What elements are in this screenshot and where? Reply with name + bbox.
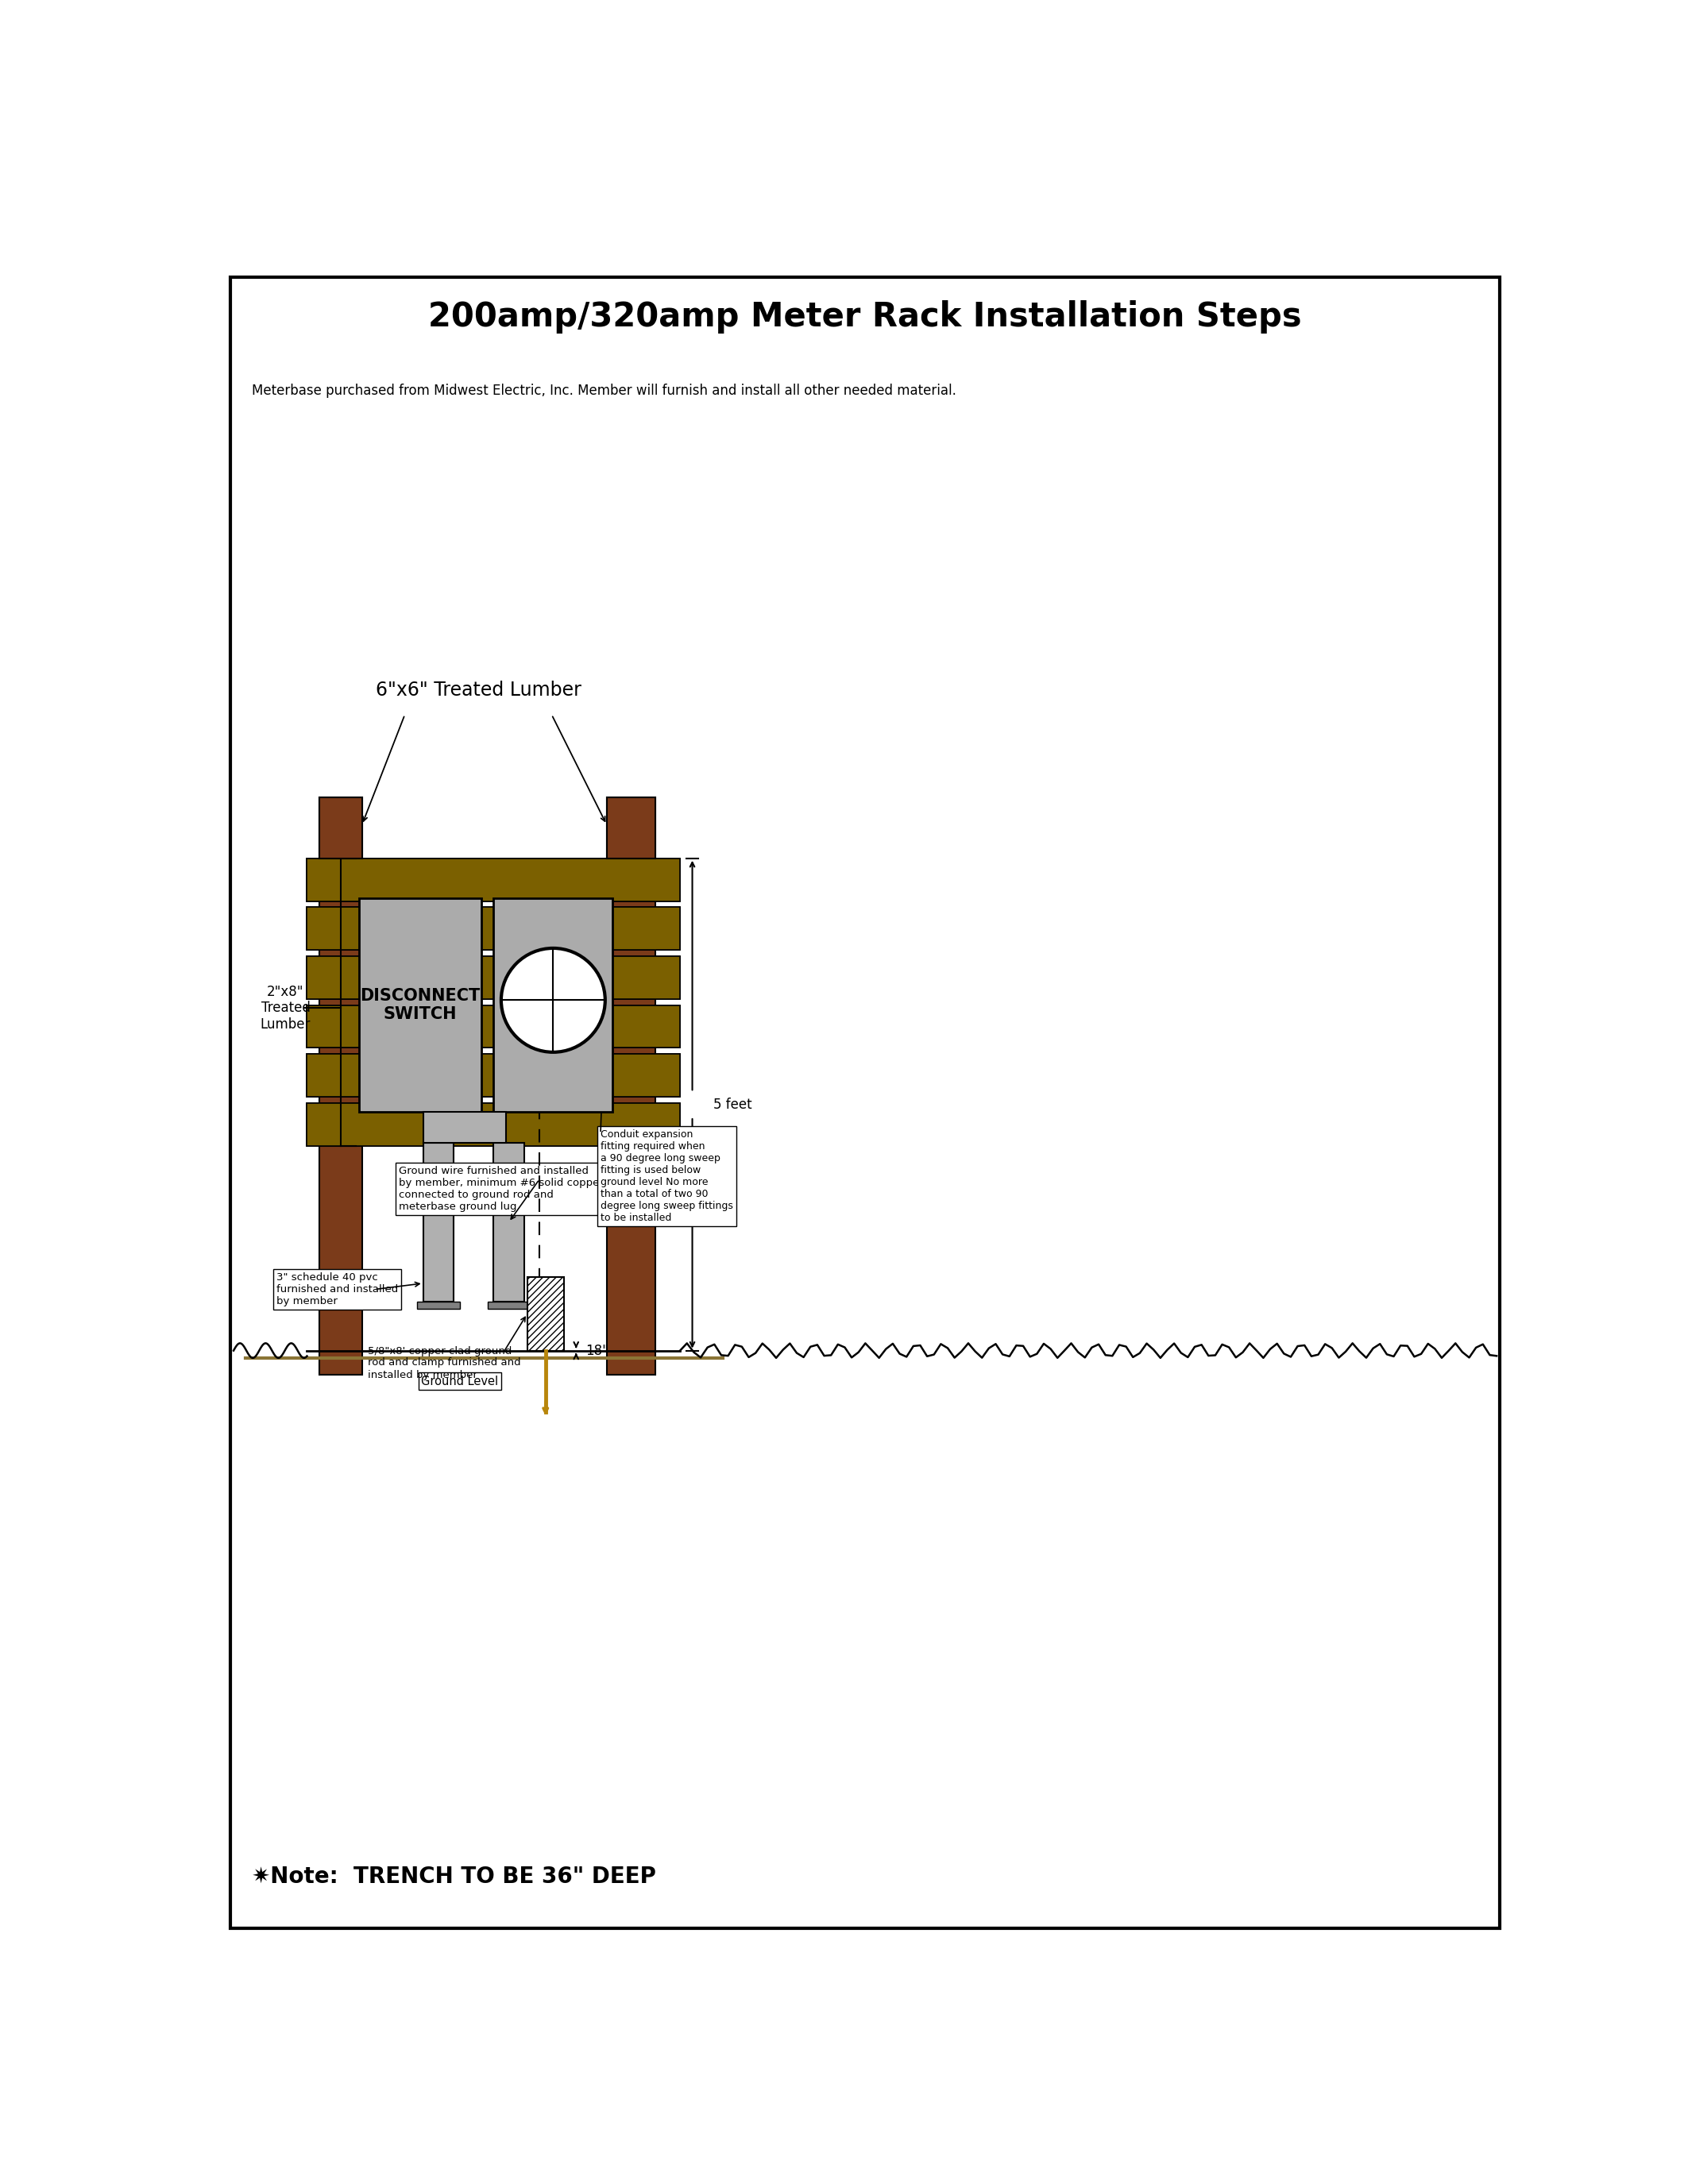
Text: Conduit expansion
fitting required when
a 90 degree long sweep
fitting is used b: Conduit expansion fitting required when … (601, 1129, 733, 1223)
Bar (493, 1142, 523, 1302)
Text: Ground wire furnished and installed
by member, minimum #6 solid copper
connected: Ground wire furnished and installed by m… (398, 1166, 604, 1212)
Bar (417, 1302, 459, 1308)
Bar (606, 797, 655, 1147)
Text: 5/8"x8' copper clad ground
rod and clamp furnished and
installed by member: 5/8"x8' copper clad ground rod and clamp… (368, 1345, 522, 1380)
Text: 5 feet: 5 feet (714, 1096, 753, 1112)
Text: 3" schedule 40 pvc
furnished and installed
by member: 3" schedule 40 pvc furnished and install… (277, 1273, 398, 1306)
Bar (307, 1103, 680, 1147)
Bar (424, 1142, 454, 1302)
Bar (319, 1147, 361, 1376)
Bar (606, 797, 655, 858)
Bar (307, 906, 680, 950)
Bar (307, 1103, 680, 1147)
Text: 18": 18" (586, 1343, 608, 1358)
Circle shape (501, 948, 604, 1053)
Text: 2"x8"
Treated
Lumber: 2"x8" Treated Lumber (260, 985, 311, 1031)
Bar (493, 898, 613, 1112)
Bar (319, 797, 361, 1147)
Bar (307, 1055, 680, 1096)
Bar (319, 797, 361, 858)
Bar (307, 1055, 680, 1096)
Bar (307, 858, 680, 902)
Text: Ground Level: Ground Level (422, 1376, 498, 1387)
Bar (307, 906, 680, 950)
Bar (307, 1005, 680, 1048)
Bar (307, 957, 680, 998)
Text: DISCONNECT
SWITCH: DISCONNECT SWITCH (360, 987, 479, 1022)
Bar (527, 1278, 564, 1350)
Text: 6"x6" Treated Lumber: 6"x6" Treated Lumber (375, 681, 581, 699)
Bar (307, 957, 680, 998)
Bar (488, 1302, 530, 1308)
Bar (606, 1147, 655, 1376)
Bar (307, 1005, 680, 1048)
Bar (360, 898, 481, 1112)
Text: ✷Note:  TRENCH TO BE 36" DEEP: ✷Note: TRENCH TO BE 36" DEEP (252, 1865, 657, 1887)
Text: Meterbase purchased from Midwest Electric, Inc. Member will furnish and install : Meterbase purchased from Midwest Electri… (252, 384, 957, 397)
Bar (307, 858, 680, 902)
Bar (424, 1112, 506, 1142)
Text: 200amp/320amp Meter Rack Installation Steps: 200amp/320amp Meter Rack Installation St… (429, 301, 1301, 334)
